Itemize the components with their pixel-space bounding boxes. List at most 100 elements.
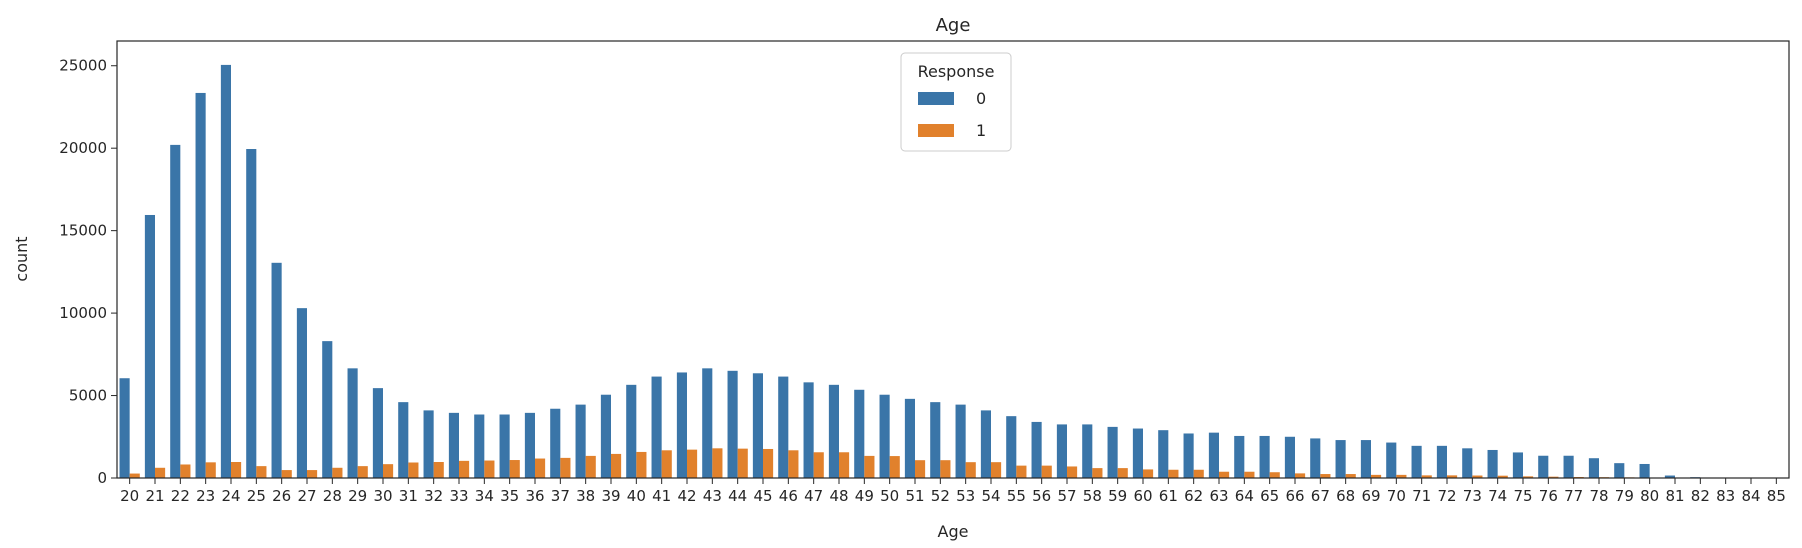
x-axis: 20 21 22 23 24 25 26 27 28 29 30 31 32 33 34 35 36 37 38 39…	[120, 478, 1786, 505]
x-tick-label-20: 20	[120, 487, 139, 505]
y-axis-label: count	[12, 236, 31, 281]
legend-label-0: 0	[976, 89, 986, 108]
legend: Response 0 1	[900, 52, 1012, 152]
bar-response-1-age-42	[687, 449, 698, 478]
bar-response-1-age-40	[636, 451, 647, 478]
bar-response-0-age-64	[1234, 435, 1245, 478]
bar-response-0-age-60	[1132, 428, 1143, 478]
x-tick-label-54: 54	[981, 487, 1000, 505]
bar-response-0-age-31	[398, 402, 409, 478]
bar-response-1-age-35	[509, 460, 520, 478]
x-tick-label-60: 60	[1133, 487, 1152, 505]
bar-response-1-age-37	[560, 457, 571, 478]
bar-response-1-age-41	[661, 450, 672, 478]
y-tick-label: 5000	[69, 387, 107, 405]
x-tick-label-36: 36	[525, 487, 544, 505]
bar-response-0-age-20	[119, 378, 130, 478]
bar-response-0-age-68	[1335, 440, 1346, 478]
chart-title: Age	[936, 15, 971, 36]
x-tick-label-45: 45	[753, 487, 772, 505]
bar-response-0-age-80	[1639, 463, 1650, 478]
bar-response-0-age-73	[1462, 448, 1473, 478]
bar-response-1-age-25	[256, 466, 267, 478]
bar-response-1-age-44	[737, 448, 748, 478]
bar-response-1-age-51	[915, 460, 926, 478]
bar-response-0-age-25	[246, 149, 257, 478]
bar-response-1-age-49	[864, 455, 875, 478]
x-axis-label: Age	[938, 522, 969, 541]
bar-response-1-age-59	[1117, 468, 1128, 478]
x-tick-label-28: 28	[323, 487, 342, 505]
x-tick-label-81: 81	[1665, 487, 1684, 505]
bar-response-1-age-38	[585, 455, 596, 478]
x-tick-label-82: 82	[1691, 487, 1710, 505]
bar-response-0-age-48	[828, 384, 839, 478]
bar-response-0-age-22	[170, 144, 181, 478]
x-tick-label-70: 70	[1387, 487, 1406, 505]
bar-response-1-age-20	[129, 473, 140, 478]
legend-label-1: 1	[976, 121, 986, 140]
bar-response-0-age-46	[778, 376, 789, 478]
bar-response-1-age-45	[763, 448, 774, 478]
y-tick-label: 15000	[59, 222, 107, 240]
bar-response-1-age-68	[1345, 474, 1356, 478]
x-tick-label-25: 25	[247, 487, 266, 505]
bar-response-1-age-33	[459, 460, 470, 478]
bar-response-0-age-53	[955, 404, 966, 478]
x-tick-label-49: 49	[855, 487, 874, 505]
x-tick-label-50: 50	[880, 487, 899, 505]
bar-response-1-age-75	[1523, 476, 1534, 478]
bar-response-0-age-51	[904, 398, 915, 478]
bar-response-1-age-52	[940, 460, 951, 478]
bars	[119, 64, 1787, 479]
x-tick-label-47: 47	[804, 487, 823, 505]
bar-response-0-age-52	[930, 402, 941, 478]
bar-response-1-age-76	[1548, 476, 1559, 478]
bar-response-1-age-55	[1016, 465, 1027, 478]
bar-response-0-age-57	[1056, 424, 1067, 478]
bar-response-0-age-45	[752, 373, 763, 478]
bar-response-0-age-69	[1360, 440, 1371, 478]
bar-response-1-age-60	[1143, 469, 1154, 478]
bar-response-1-age-36	[535, 458, 546, 478]
bar-response-0-age-34	[474, 414, 485, 478]
legend-swatch-1	[918, 124, 954, 137]
bar-response-1-age-64	[1244, 471, 1255, 478]
x-tick-label-84: 84	[1741, 487, 1760, 505]
bar-response-0-age-36	[524, 412, 535, 478]
y-axis: 0 5000 10000 15000 20000 25000	[59, 57, 117, 487]
bar-response-1-age-43	[712, 448, 723, 478]
bar-response-1-age-72	[1447, 475, 1458, 478]
bar-response-1-age-34	[484, 460, 495, 478]
bar-response-0-age-33	[448, 412, 459, 478]
x-tick-label-71: 71	[1412, 487, 1431, 505]
x-tick-label-48: 48	[829, 487, 848, 505]
bar-response-1-age-29	[357, 466, 368, 478]
x-tick-label-83: 83	[1716, 487, 1735, 505]
x-tick-label-61: 61	[1159, 487, 1178, 505]
x-tick-label-43: 43	[703, 487, 722, 505]
y-tick-label: 20000	[59, 139, 107, 157]
bar-response-1-age-28	[332, 467, 343, 478]
bar-response-0-age-49	[854, 389, 865, 478]
bar-response-1-age-27	[307, 470, 318, 478]
x-tick-label-39: 39	[601, 487, 620, 505]
bar-response-1-age-69	[1371, 474, 1382, 478]
bar-response-0-age-39	[600, 394, 611, 478]
bar-response-0-age-61	[1158, 430, 1169, 478]
bar-response-0-age-43	[702, 368, 713, 478]
x-tick-label-44: 44	[728, 487, 747, 505]
plot-frame	[116, 40, 1790, 479]
bar-response-1-age-24	[231, 462, 242, 478]
bar-response-1-age-62	[1193, 469, 1204, 478]
bar-response-0-age-74	[1487, 449, 1498, 478]
x-tick-label-85: 85	[1767, 487, 1786, 505]
x-tick-label-37: 37	[551, 487, 570, 505]
x-tick-label-78: 78	[1589, 487, 1608, 505]
bar-response-0-age-79	[1614, 463, 1625, 478]
x-tick-label-62: 62	[1184, 487, 1203, 505]
bar-response-1-age-22	[180, 464, 191, 478]
x-tick-label-30: 30	[373, 487, 392, 505]
x-tick-label-79: 79	[1615, 487, 1634, 505]
